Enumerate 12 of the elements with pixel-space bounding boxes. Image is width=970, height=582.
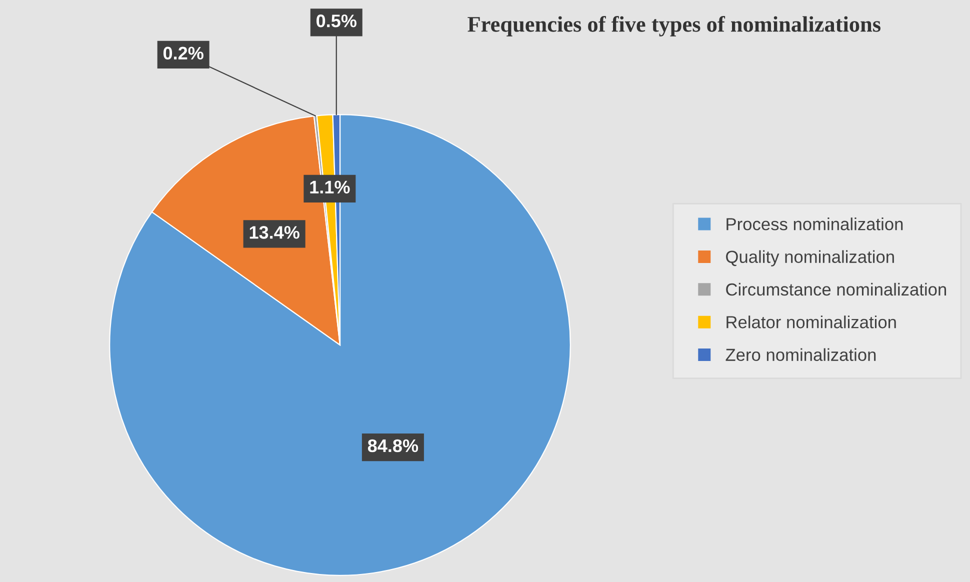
data-label: 0.2%	[163, 46, 204, 60]
legend-label: Process nominalization	[726, 218, 903, 230]
data-label: 1.1%	[310, 180, 350, 194]
chart-title: Frequencies of five types of nominalizations	[468, 16, 880, 36]
legend-label: Quality nominalization	[726, 250, 894, 266]
data-label: 13.4%	[250, 226, 300, 239]
pie-slice	[109, 114, 571, 576]
legend-label: Zero nominalization	[726, 348, 876, 362]
legend-label: Relator nominalization	[726, 316, 896, 328]
data-label: 84.8%	[368, 439, 418, 452]
data-label: 0.5%	[316, 14, 356, 28]
legend-label: Circumstance nominalization	[726, 282, 946, 296]
